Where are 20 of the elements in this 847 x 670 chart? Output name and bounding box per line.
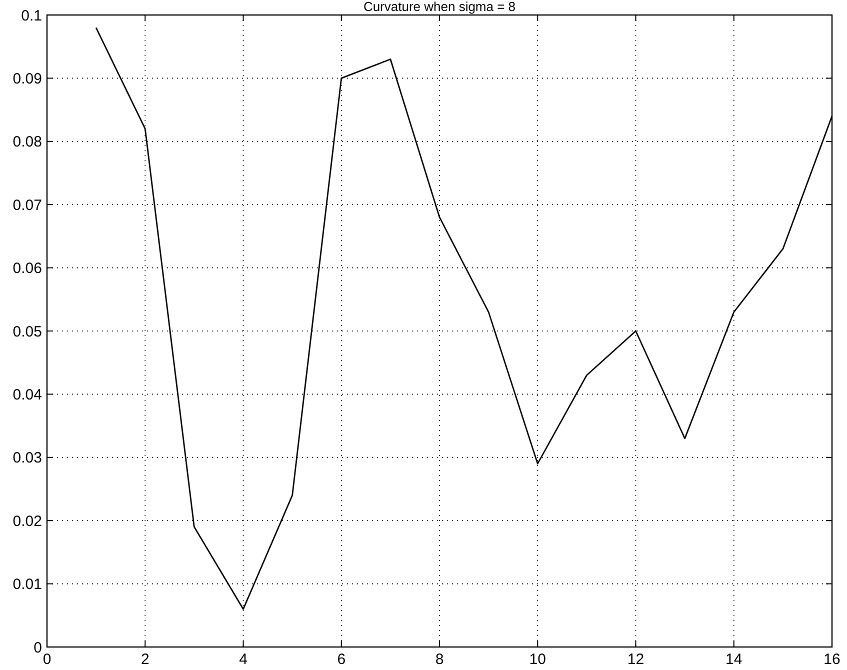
x-tick-label: 10 bbox=[529, 651, 546, 668]
y-tick-label: 0.06 bbox=[12, 260, 42, 278]
x-tick-label: 12 bbox=[627, 651, 644, 668]
y-tick-label: 0.07 bbox=[12, 196, 42, 214]
y-tick-label: 0.08 bbox=[12, 134, 42, 151]
x-tick-label: 6 bbox=[337, 651, 346, 668]
x-tick-label: 8 bbox=[435, 651, 444, 668]
y-tick-label: 0.03 bbox=[12, 450, 42, 467]
y-tick-label: 0.04 bbox=[12, 386, 42, 404]
x-tick-label: 2 bbox=[140, 651, 150, 668]
x-tick-label: 16 bbox=[824, 651, 840, 668]
y-tick-label: 0.1 bbox=[21, 7, 42, 24]
y-tick-label: 0.09 bbox=[12, 70, 42, 88]
y-tick-label: 0.05 bbox=[12, 323, 42, 340]
y-tick-label: 0.01 bbox=[12, 576, 42, 594]
y-tick-label: 0.02 bbox=[12, 512, 42, 530]
chart-title: Curvature when sigma = 8 bbox=[363, 0, 516, 14]
y-tick-label: 0 bbox=[34, 639, 42, 656]
x-tick-label: 4 bbox=[239, 651, 248, 668]
x-tick-label: 14 bbox=[726, 651, 742, 668]
